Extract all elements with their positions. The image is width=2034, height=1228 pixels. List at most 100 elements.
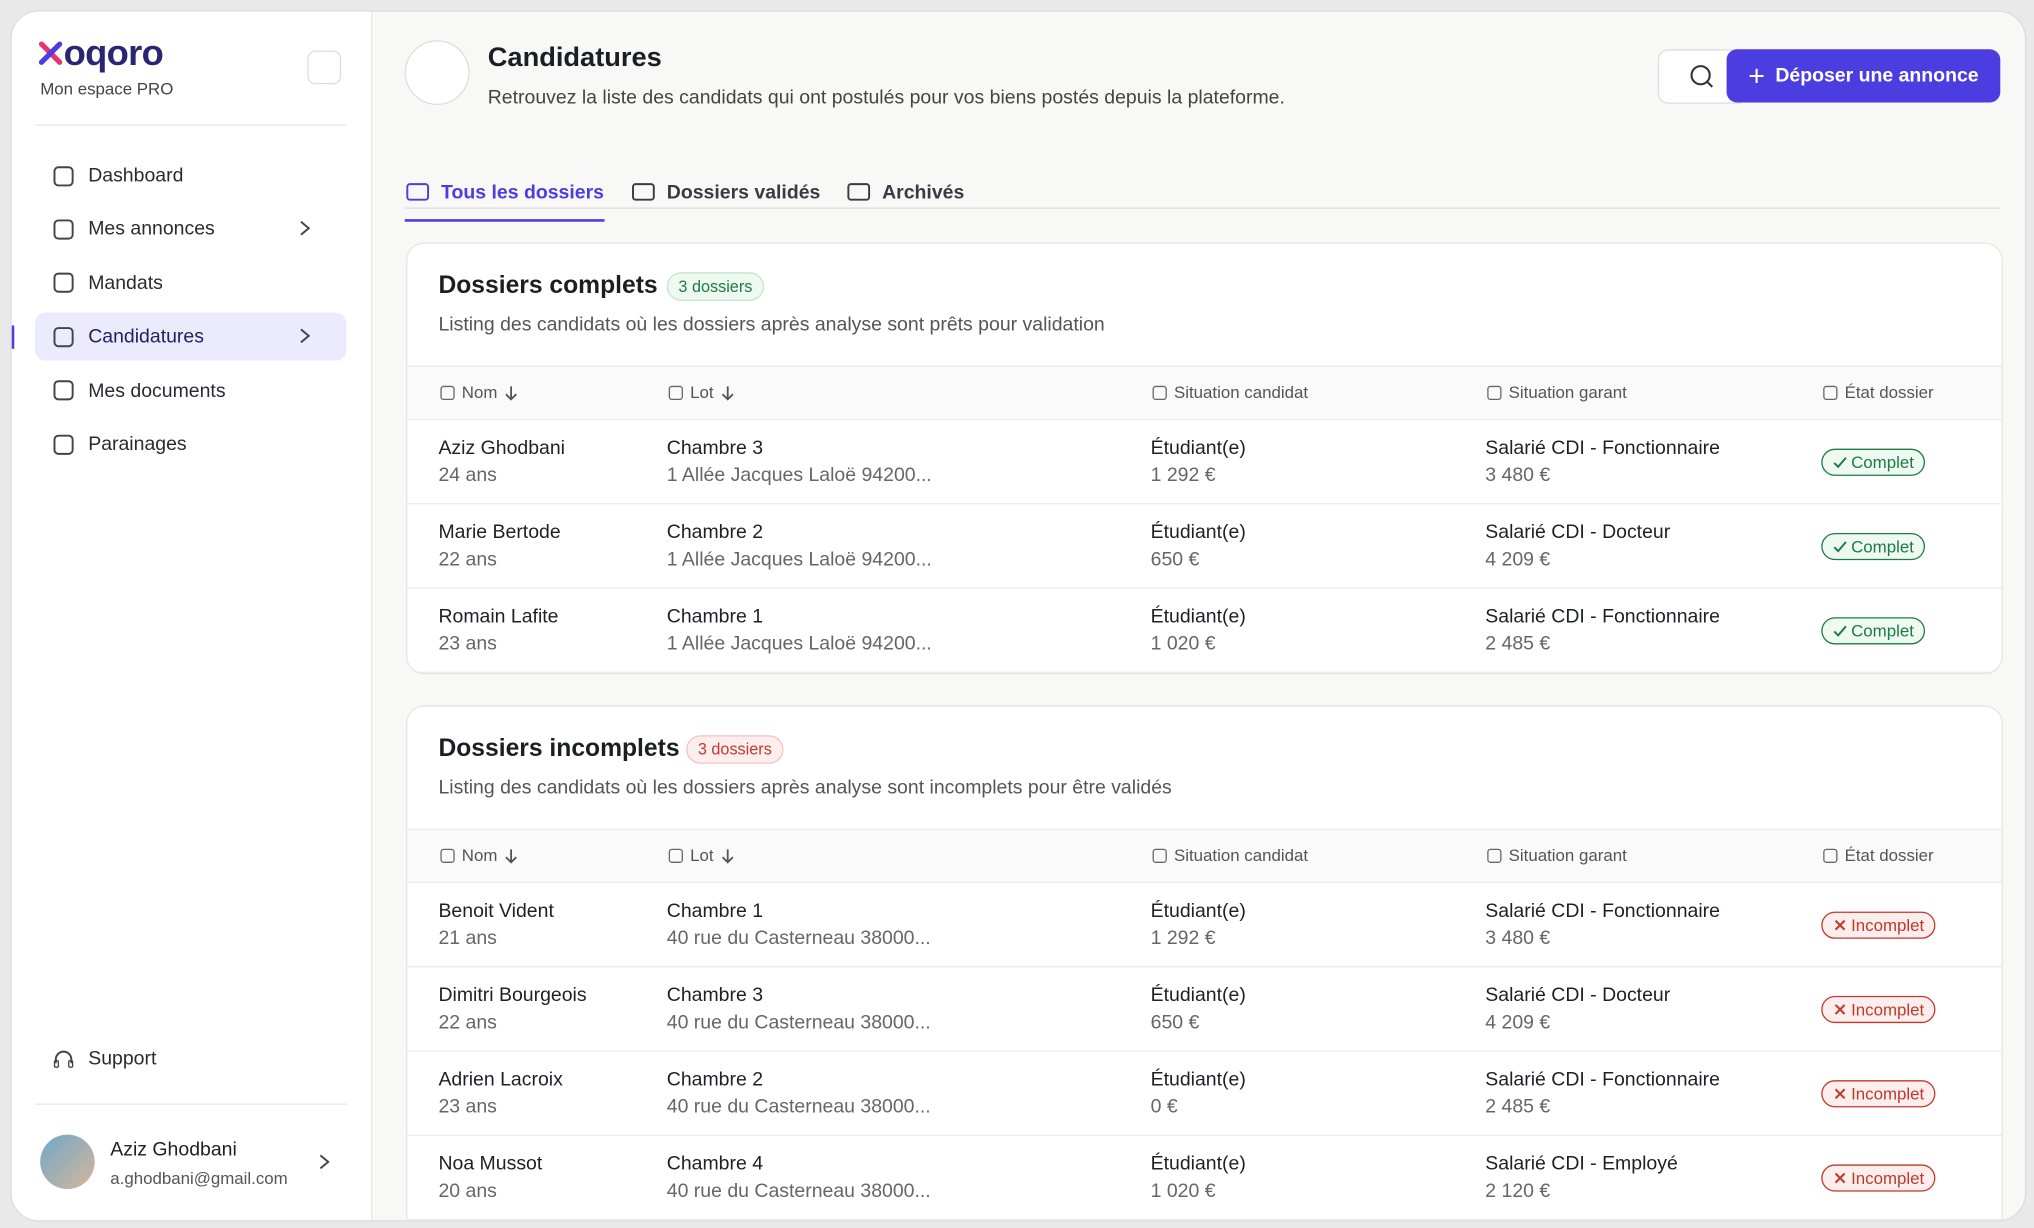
cell-primary: Chambre 1 <box>666 899 764 922</box>
nav-item[interactable]: Mes annonces <box>35 205 346 253</box>
status-badge: Incomplet <box>1821 995 1936 1024</box>
cell-primary: Salarié CDI - Docteur <box>1485 521 1671 544</box>
cell-primary: Étudiant(e) <box>1150 605 1246 628</box>
table-row[interactable]: Benoit Vident 21 ans Chambre 1 40 rue du Ca… <box>407 882 2002 968</box>
collapse-button[interactable] <box>307 50 342 85</box>
cell-secondary: 4 209 € <box>1485 1011 1551 1034</box>
table-header: Nom Lot Situation candidat Situation garant… <box>407 828 2002 884</box>
cell-primary: Dimitri Bourgeois <box>438 984 587 1007</box>
cell-primary: Étudiant(e) <box>1150 521 1246 544</box>
column-header: Situation candidat <box>1151 383 1308 402</box>
column-header[interactable]: Lot <box>667 845 737 865</box>
page-icon <box>404 40 470 106</box>
cell-secondary: 24 ans <box>438 464 497 487</box>
nav-label: Mes documents <box>88 379 226 402</box>
column-header[interactable]: Lot <box>667 383 737 402</box>
cell-secondary: 1 292 € <box>1150 927 1216 950</box>
column-label: Nom <box>461 382 498 402</box>
column-header[interactable]: Nom <box>438 845 520 865</box>
cell-primary: Salarié CDI - Fonctionnaire <box>1485 605 1720 628</box>
section-card: Dossiers complets 3 dossiers Listing des c… <box>406 242 2003 675</box>
table-row[interactable]: Aziz Ghodbani 24 ans Chambre 3 1 Allée Jacq… <box>407 419 2002 505</box>
cell-secondary: 40 rue du Casterneau 38000... <box>666 1179 931 1203</box>
table-header: Nom Lot Situation candidat Situation garant… <box>407 365 2002 421</box>
column-header: Situation garant <box>1485 382 1627 402</box>
nav-label: Parainages <box>88 433 187 456</box>
cell-secondary: 1 Allée Jacques Laloë 94200... <box>666 632 932 655</box>
support-link[interactable]: Support <box>35 1035 346 1083</box>
column-label: Lot <box>690 845 714 865</box>
cell-secondary: 1 020 € <box>1150 1179 1216 1203</box>
status-badge: Incomplet <box>1821 1164 1936 1192</box>
cell-primary: Marie Bertode <box>438 521 561 544</box>
cell-primary: Aziz Ghodbani <box>438 436 566 460</box>
cell-secondary: 2 485 € <box>1485 632 1551 655</box>
nav-item[interactable]: Parainages <box>35 420 346 468</box>
cell-secondary: 4 209 € <box>1485 548 1551 571</box>
cell-primary: Étudiant(e) <box>1150 436 1246 460</box>
cell-primary: Chambre 3 <box>666 436 764 460</box>
status-label: Incomplet <box>1851 915 1925 935</box>
cell-secondary: 2 120 € <box>1485 1179 1551 1203</box>
nav-item[interactable]: Dashboard <box>35 152 346 200</box>
cell-secondary: 23 ans <box>438 1095 497 1118</box>
tab[interactable]: Archivés <box>846 165 964 219</box>
cell-secondary: 22 ans <box>438 548 497 571</box>
table-row[interactable]: Adrien Lacroix 23 ans Chambre 2 40 rue du C… <box>407 1050 2002 1136</box>
cell-secondary: 40 rue du Casterneau 38000... <box>666 1095 931 1118</box>
cell-primary: Étudiant(e) <box>1150 984 1246 1007</box>
tab[interactable]: Tous les dossiers <box>404 165 604 222</box>
column-header: État dossier <box>1821 383 1934 402</box>
column-label: Situation garant <box>1508 382 1627 402</box>
nav-item[interactable]: Mandats <box>35 259 346 307</box>
column-label: Nom <box>461 845 498 865</box>
divider <box>35 124 347 126</box>
cell-primary: Étudiant(e) <box>1150 899 1246 922</box>
table-row[interactable]: Noa Mussot 20 ans Chambre 4 40 rue du Caste… <box>407 1135 2002 1221</box>
cta-label: Déposer une annonce <box>1775 64 1979 87</box>
cell-primary: Salarié CDI - Docteur <box>1485 984 1671 1007</box>
table-row[interactable]: Marie Bertode 22 ans Chambre 2 1 Allée Jacq… <box>407 503 2002 589</box>
cell-primary: Salarié CDI - Employé <box>1485 1152 1678 1175</box>
nav-label: Candidatures <box>88 325 204 348</box>
table-row[interactable]: Dimitri Bourgeois 22 ans Chambre 3 40 rue d… <box>407 966 2002 1052</box>
avatar <box>40 1134 95 1190</box>
section-title: Dossiers complets <box>438 272 658 300</box>
chevron[interactable] <box>315 1153 333 1171</box>
cell-primary: Chambre 2 <box>666 1068 764 1091</box>
cell-secondary: 1 Allée Jacques Laloë 94200... <box>666 464 932 487</box>
nav-label: Mandats <box>88 272 163 295</box>
column-header: Situation garant <box>1485 845 1627 865</box>
cell-secondary: 3 480 € <box>1485 464 1551 487</box>
cell-primary: Salarié CDI - Fonctionnaire <box>1485 436 1720 460</box>
status-badge: Complet <box>1821 532 1926 561</box>
brand: oqoro <box>63 32 164 73</box>
cell-secondary: 1 292 € <box>1150 464 1216 487</box>
logo-mark <box>38 41 63 65</box>
section-badge: 3 dossiers <box>686 735 784 764</box>
page-description: Retrouvez la liste des candidats qui ont… <box>487 86 1285 109</box>
cta-button[interactable]: + Déposer une annonce <box>1726 49 2001 103</box>
active-indicator <box>11 325 15 349</box>
user-name: Aziz Ghodbani <box>110 1138 237 1161</box>
cell-primary: Noa Mussot <box>438 1152 543 1175</box>
column-label: Situation candidat <box>1173 845 1309 865</box>
status-badge: Complet <box>1821 448 1926 476</box>
nav-item[interactable]: Mes documents <box>35 366 346 414</box>
nav-item[interactable]: Candidatures <box>35 312 347 361</box>
cell-primary: Adrien Lacroix <box>438 1068 563 1091</box>
section-card: Dossiers incomplets 3 dossiers Listing des… <box>406 705 2003 1221</box>
table-row[interactable]: Romain Lafite 23 ans Chambre 1 1 Allée Jacq… <box>407 587 2002 673</box>
tab[interactable]: Dossiers validés <box>630 165 820 219</box>
column-header[interactable]: Nom <box>438 383 520 402</box>
cell-secondary: 40 rue du Casterneau 38000... <box>666 1011 931 1034</box>
status-label: Incomplet <box>1851 1084 1925 1104</box>
status-label: Complet <box>1851 536 1914 557</box>
cell-secondary: 650 € <box>1150 548 1200 571</box>
section-badge: 3 dossiers <box>666 272 765 301</box>
tab-label: Dossiers validés <box>666 180 821 203</box>
user-email: a.ghodbani@gmail.com <box>110 1168 288 1188</box>
cell-secondary: 22 ans <box>438 1011 497 1034</box>
column-label: Situation candidat <box>1173 382 1309 402</box>
